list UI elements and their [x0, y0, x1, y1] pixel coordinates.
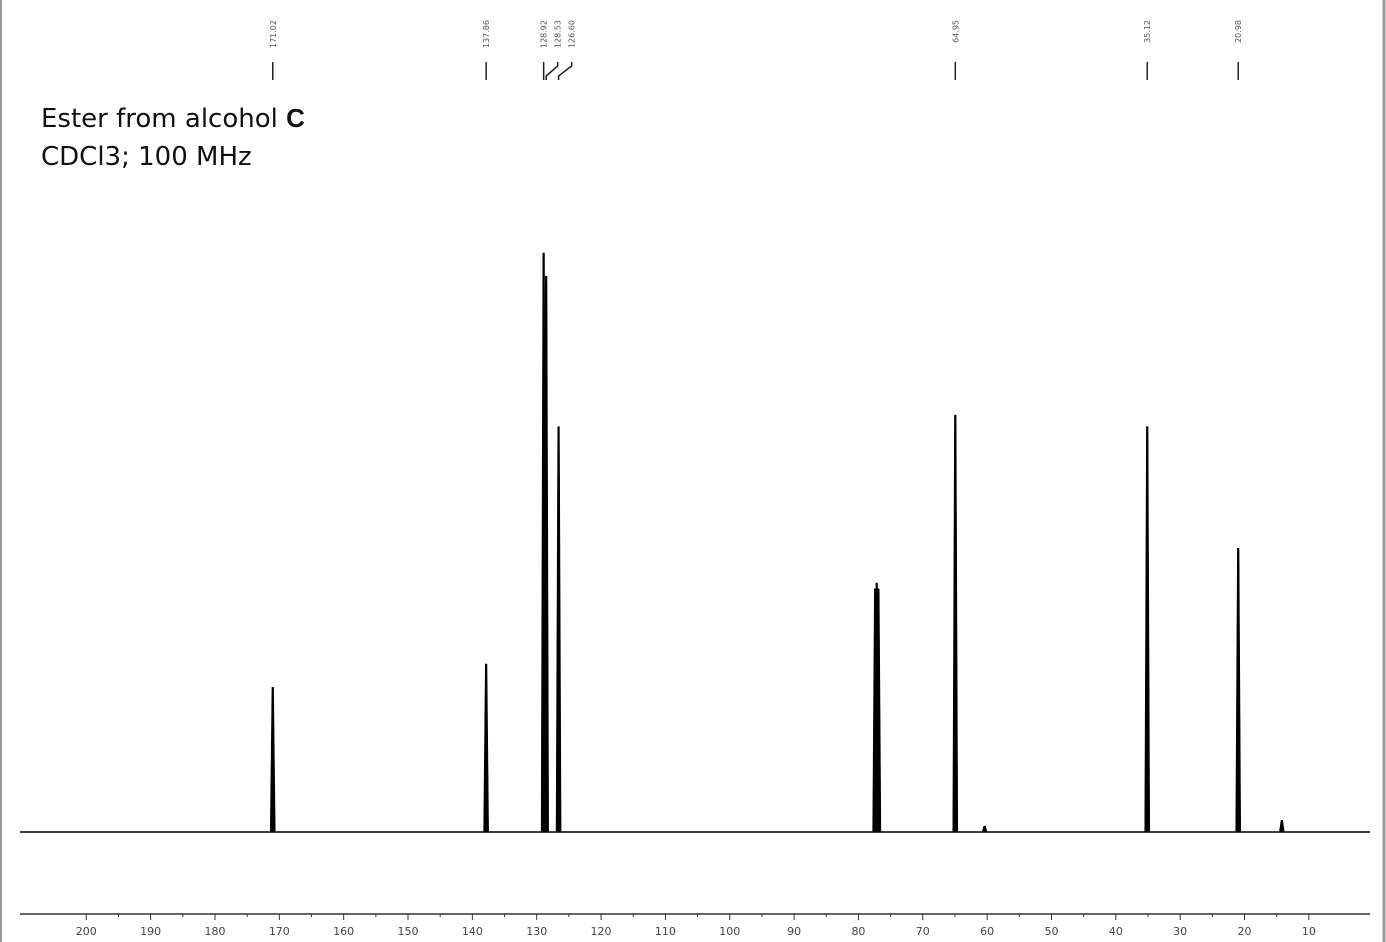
chart-title: Ester from alcohol C — [41, 103, 305, 134]
peak — [1278, 820, 1285, 833]
peak — [543, 275, 549, 833]
x-tick-label: 190 — [140, 925, 161, 938]
x-tick-label: 20 — [1238, 925, 1252, 938]
peak-label-connector — [557, 62, 573, 80]
peak — [555, 426, 562, 833]
x-tick-label: 200 — [76, 925, 97, 938]
x-tick-label: 40 — [1109, 925, 1123, 938]
peak-label-connector — [545, 62, 559, 80]
peak-label: 64.95 — [951, 20, 960, 43]
x-tick-label: 60 — [980, 925, 994, 938]
x-tick-label: 130 — [526, 925, 547, 938]
peak — [1235, 547, 1242, 833]
peak — [952, 414, 959, 833]
x-tick-label: 160 — [333, 925, 354, 938]
x-tick-label: 110 — [655, 925, 676, 938]
peak — [269, 686, 276, 833]
x-tick-label: 30 — [1173, 925, 1187, 938]
x-tick-label: 10 — [1302, 925, 1316, 938]
x-tick-label: 80 — [851, 925, 865, 938]
title-bold: C — [286, 103, 305, 133]
x-tick-label: 120 — [591, 925, 612, 938]
chart-subtitle: CDCl3; 100 MHz — [41, 142, 252, 172]
peak-label: 20.98 — [1234, 20, 1243, 43]
x-tick-label: 140 — [462, 925, 483, 938]
peak — [981, 825, 988, 833]
x-tick-label: 50 — [1044, 925, 1058, 938]
peak-label: 128.92 — [540, 20, 549, 48]
peak-label: 35.12 — [1143, 20, 1152, 43]
peak — [483, 663, 489, 833]
peak — [1144, 426, 1151, 833]
peak-label: 128.53 — [554, 20, 563, 48]
x-tick-label: 180 — [204, 925, 225, 938]
x-tick-label: 150 — [398, 925, 419, 938]
peak — [875, 588, 882, 833]
x-tick-label: 170 — [269, 925, 290, 938]
x-tick-label: 90 — [787, 925, 801, 938]
x-tick-label: 100 — [719, 925, 740, 938]
peak-label: 171.02 — [269, 20, 278, 48]
peak-label: 137.86 — [482, 20, 491, 48]
peak-label: 126.60 — [568, 20, 577, 48]
title-text: Ester from alcohol — [41, 104, 278, 134]
x-tick-label: 70 — [916, 925, 930, 938]
